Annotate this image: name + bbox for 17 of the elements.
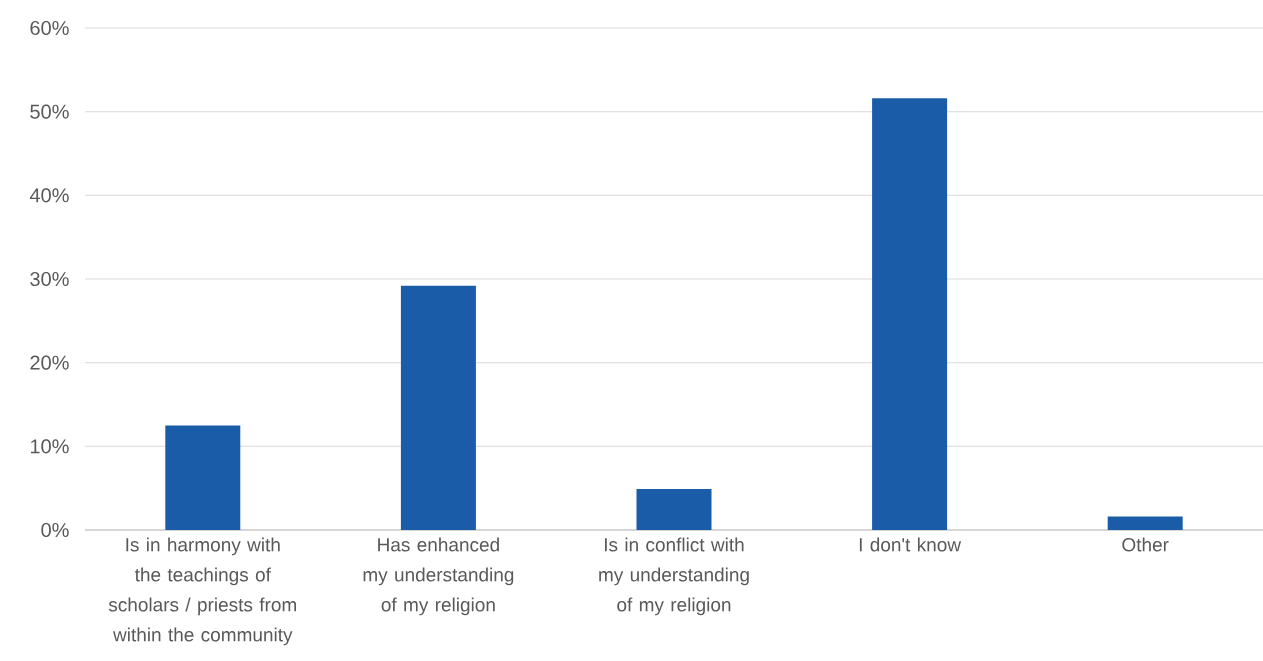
x-tick-label: Other [1122,537,1169,552]
y-tick-label: 10% [30,439,69,454]
bar [400,285,476,530]
bar [165,425,241,530]
y-tick-label: 20% [30,355,69,370]
x-tick-label: I don't know [859,537,962,552]
y-tick-label: 60% [30,20,69,36]
y-tick-label: 30% [30,271,69,287]
y-tick-label: 50% [30,104,69,119]
bar [636,489,712,530]
bar [872,98,948,530]
y-tick-label: 40% [29,188,69,203]
bar [1107,516,1183,530]
x-tick-label: Is in conflict with my understanding of my religion [599,537,749,616]
x-tick-label: Has enhanced my understanding of my religion [363,537,514,616]
y-tick-label: 0% [41,522,69,538]
x-tick-label: Is in harmony with the teachings of scholars / priests from within the community [108,537,296,646]
